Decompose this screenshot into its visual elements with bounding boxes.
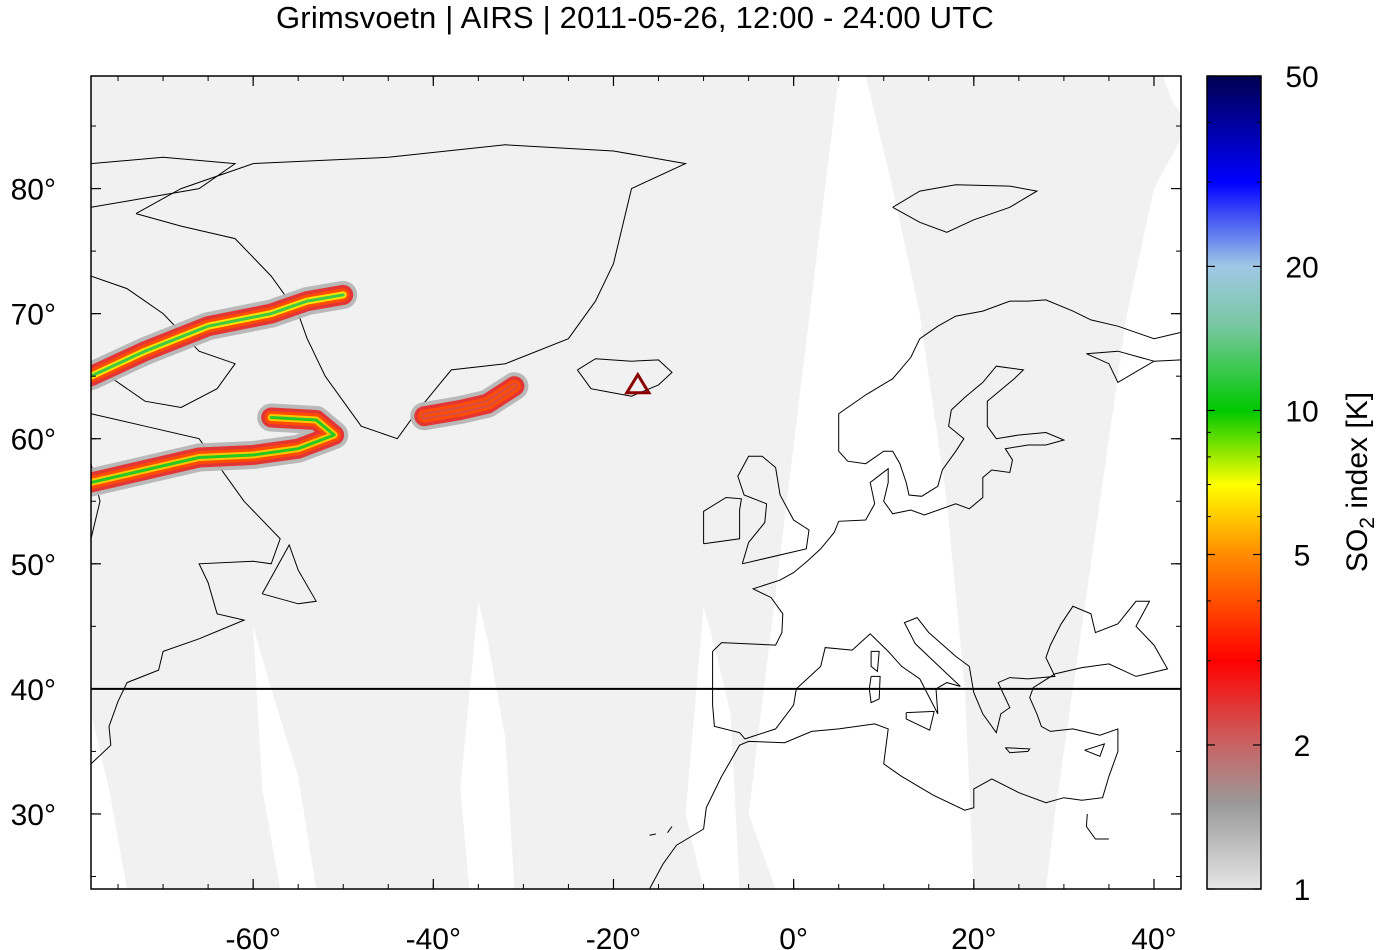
swath-gap [253,626,317,889]
coastline [868,675,881,704]
x-tick-label: 20° [951,923,996,950]
map-plot-area [91,76,1181,889]
y-tick-label: 50° [11,549,56,582]
coastline [576,358,673,397]
swath-gap [1163,76,1181,101]
y-tick-label: 60° [11,424,56,457]
coastline [703,496,742,545]
chart-title: Grimsvoetn | AIRS | 2011-05-26, 12:00 - … [275,0,994,35]
colorbar-ticks: 1 2 5 10 20 50 [1207,61,1319,907]
colorbar-tick-label: 5 [1294,540,1311,573]
colorbar-tick-label: 50 [1285,61,1318,94]
colorbar-label: SO2 index [K] [1341,392,1377,572]
coastline [667,826,673,833]
swath-gap [748,76,974,889]
y-tick-label: 70° [11,299,56,332]
coastline [1084,743,1106,758]
colorbar-tick-label: 1 [1294,874,1311,907]
triangle-icon [624,371,652,395]
y-tick-label: 30° [11,799,56,832]
swath-gaps [91,76,1181,889]
x-tick-label: 40° [1131,923,1176,950]
x-axis: -60° -40° -20° 0° 20° 40° [117,76,1177,950]
coastline [892,184,1039,233]
swath-gap [685,607,740,889]
coastline [91,156,237,208]
swath-gap [1045,138,1181,889]
coastline [712,299,1181,652]
coastline [261,543,318,605]
coastline [1004,747,1031,754]
colorbar-scale [1206,75,1262,890]
coastline [1085,813,1109,840]
y-tick-label: 80° [11,174,56,207]
coastline [1086,350,1181,384]
colorbar-tick-label: 2 [1294,730,1311,763]
colorbar-tick-label: 20 [1285,251,1318,284]
swath-gap [460,601,515,889]
coastline [905,710,935,731]
plot-frame [90,75,1182,890]
so2-plume [422,384,516,418]
y-tick-label: 40° [11,674,56,707]
colorbar: 1 2 5 10 20 50 SO2 index [K] [1206,61,1377,907]
so2-plume [91,416,336,484]
x-tick-label: -60° [225,923,280,950]
coastline [649,833,656,836]
so2-plumes [91,280,529,497]
colorbar-tick-label: 10 [1285,395,1318,428]
volcano-marker [624,371,652,395]
y-axis: 30° 40° 50° 60° 70° 80° [11,125,1181,877]
x-tick-label: -40° [406,923,461,950]
coastline [870,650,880,673]
so2-plume [91,293,345,378]
coastline [737,455,810,565]
coastline [649,600,1169,889]
x-tick-label: -20° [586,923,641,950]
x-tick-label: 0° [779,923,808,950]
swath-gap [91,713,127,889]
map-background [91,76,1181,889]
coastline [91,275,236,409]
